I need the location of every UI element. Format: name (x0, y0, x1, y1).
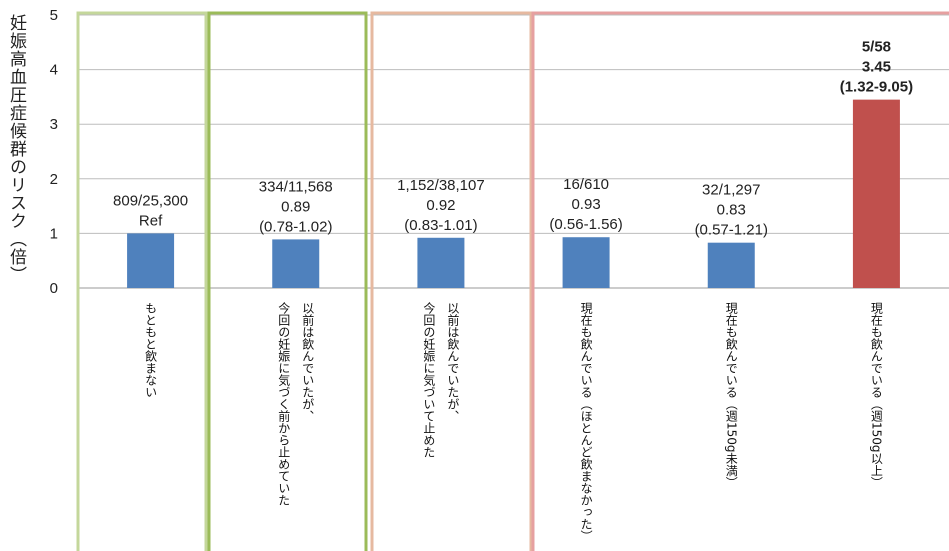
data-label: (0.78-1.02) (259, 218, 332, 235)
bar (417, 237, 465, 288)
bar (272, 239, 320, 288)
bar (127, 233, 175, 288)
bar (852, 99, 900, 288)
y-tick-label: 1 (50, 225, 58, 242)
bar (707, 242, 755, 288)
y-axis-label: 妊娠高血圧症候群のリスク（倍） (6, 14, 26, 284)
data-label: 16/610 (563, 176, 609, 193)
data-label: 1,152/38,107 (397, 177, 485, 194)
group-box (370, 11, 533, 551)
category-label: 現在も飲んでいる（週150g以上） (869, 302, 883, 489)
category-label: 現在も飲んでいる（ほとんど飲まなかった） (579, 302, 593, 542)
data-label: 3.45 (862, 59, 891, 76)
data-label: 32/1,297 (702, 182, 760, 199)
group-box (207, 11, 368, 551)
y-tick-label: 4 (50, 62, 58, 79)
category-label: 以前は飲んでいたが、 (301, 302, 315, 422)
category-label: 以前は飲んでいたが、 (446, 302, 460, 422)
data-label: (0.83-1.01) (404, 217, 477, 234)
y-tick-label: 3 (50, 116, 58, 133)
data-label: 0.92 (426, 197, 455, 214)
y-tick-label: 0 (50, 280, 58, 297)
y-tick-label: 2 (50, 171, 58, 188)
data-label: 334/11,568 (259, 178, 333, 195)
data-label: 0.83 (717, 202, 746, 219)
bar (562, 237, 610, 288)
data-label: Ref (139, 212, 163, 229)
category-label: もともと飲まない (144, 302, 158, 398)
data-label: 5/58 (862, 39, 891, 56)
data-label: 0.89 (281, 198, 310, 215)
data-label: (0.57-1.21) (695, 222, 768, 239)
category-label: 今回の妊娠に気づく前から止めていた (277, 301, 291, 506)
data-label: 809/25,300 (113, 192, 188, 209)
group-box (76, 11, 208, 551)
category-label: 現在も飲んでいる（週150g未満） (724, 302, 738, 489)
data-label: 0.93 (571, 196, 600, 213)
y-tick-label: 5 (50, 7, 58, 24)
data-label: (0.56-1.56) (549, 216, 622, 233)
group-box (531, 11, 949, 551)
category-label: 今回の妊娠に気づいて止めた (422, 301, 436, 458)
data-label: (1.32-9.05) (840, 79, 913, 96)
